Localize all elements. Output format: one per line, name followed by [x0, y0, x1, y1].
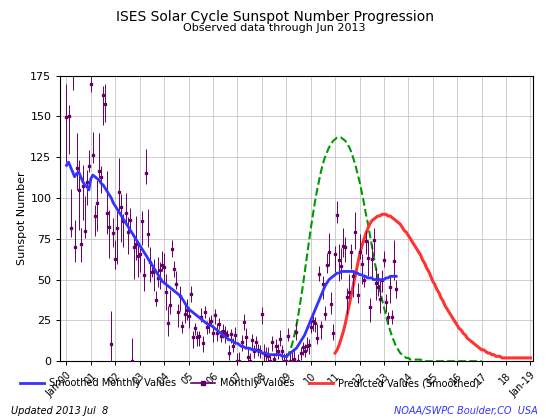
Y-axis label: Sunspot Number: Sunspot Number [18, 172, 27, 265]
Text: NOAA/SWPC Boulder,CO  USA: NOAA/SWPC Boulder,CO USA [394, 406, 538, 416]
Text: Observed data through Jun 2013: Observed data through Jun 2013 [183, 23, 366, 33]
Legend: Smoothed Monthly Values, Monthly Values, Predicted Values (Smoothed): Smoothed Monthly Values, Monthly Values,… [16, 374, 483, 392]
Text: ISES Solar Cycle Sunspot Number Progression: ISES Solar Cycle Sunspot Number Progress… [115, 10, 434, 24]
Text: Updated 2013 Jul  8: Updated 2013 Jul 8 [11, 406, 108, 416]
